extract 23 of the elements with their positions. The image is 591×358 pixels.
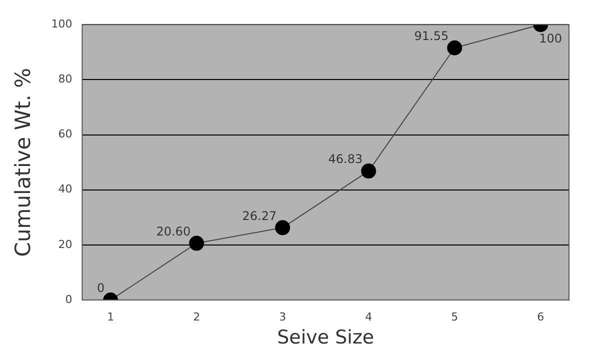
x-axis-title: Seive Size [277, 326, 374, 349]
point [189, 236, 204, 251]
data-label: 0 [96, 281, 105, 296]
data-label: 100 [539, 32, 562, 46]
x-tick-label: 1 [107, 310, 114, 324]
x-tick-label: 3 [279, 310, 286, 324]
y-tick-label: 0 [65, 292, 72, 306]
data-label: 26.27 [242, 208, 277, 223]
point [361, 164, 376, 179]
x-tick-label: 4 [365, 310, 372, 324]
point [275, 220, 290, 236]
data-label: 91.55 [414, 28, 449, 43]
x-tick-label: 2 [193, 310, 200, 324]
x-tick-label: 6 [537, 310, 544, 324]
data-label: 20.60 [156, 224, 191, 238]
y-tick-label: 100 [51, 17, 72, 30]
x-tick-label: 5 [451, 310, 458, 324]
data-label: 46.83 [328, 152, 363, 166]
y-tick-label: 40 [58, 182, 72, 196]
y-tick-label: 80 [58, 72, 72, 86]
y-axis-title: Cumulative Wt. % [11, 68, 36, 257]
y-tick-label: 20 [58, 238, 72, 251]
y-tick-label: 60 [58, 128, 72, 141]
